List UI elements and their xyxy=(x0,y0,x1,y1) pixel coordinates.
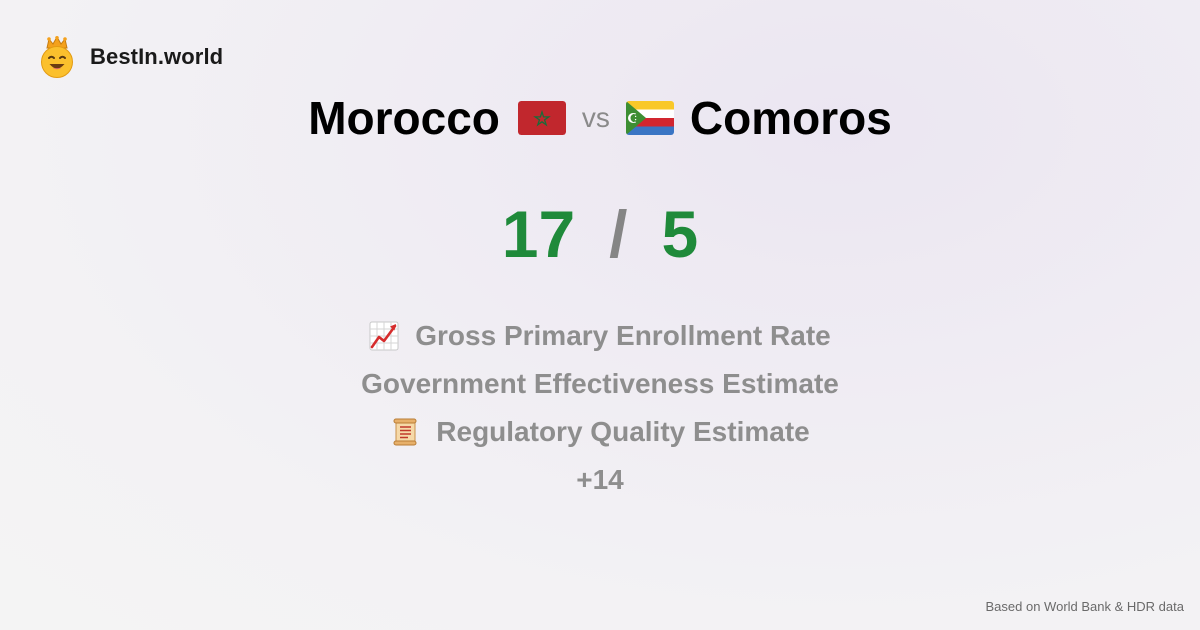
comparison-title: Morocco vs Comoros xyxy=(0,88,1200,148)
score-separator: / xyxy=(609,197,628,271)
metric-item: Government Effectiveness Estimate xyxy=(361,360,839,408)
metric-item: Gross Primary Enrollment Rate xyxy=(369,312,831,360)
metric-label: Regulatory Quality Estimate xyxy=(436,416,810,447)
more-metrics-count: +14 xyxy=(576,464,624,495)
country-a-name: Morocco xyxy=(308,92,500,144)
data-source-note: Based on World Bank & HDR data xyxy=(985,599,1184,614)
metric-item: Regulatory Quality Estimate xyxy=(390,408,810,456)
score-country-b: 5 xyxy=(661,197,699,271)
chart-increasing-icon xyxy=(369,321,399,351)
scroll-icon xyxy=(393,418,417,446)
metric-label: Government Effectiveness Estimate xyxy=(361,368,839,399)
crowned-smiley-icon xyxy=(41,36,73,78)
score-country-a: 17 xyxy=(501,197,576,271)
metric-label: Gross Primary Enrollment Rate xyxy=(415,320,831,351)
metrics-list: Gross Primary Enrollment Rate Government… xyxy=(0,312,1200,504)
vs-label: vs xyxy=(581,102,610,133)
country-b-name: Comoros xyxy=(689,92,892,144)
score-display: 17 / 5 xyxy=(0,196,1200,272)
morocco-flag-icon xyxy=(517,101,566,135)
brand[interactable]: BestIn.world xyxy=(38,36,223,78)
comoros-flag-icon xyxy=(625,101,674,135)
brand-name: BestIn.world xyxy=(90,44,224,69)
